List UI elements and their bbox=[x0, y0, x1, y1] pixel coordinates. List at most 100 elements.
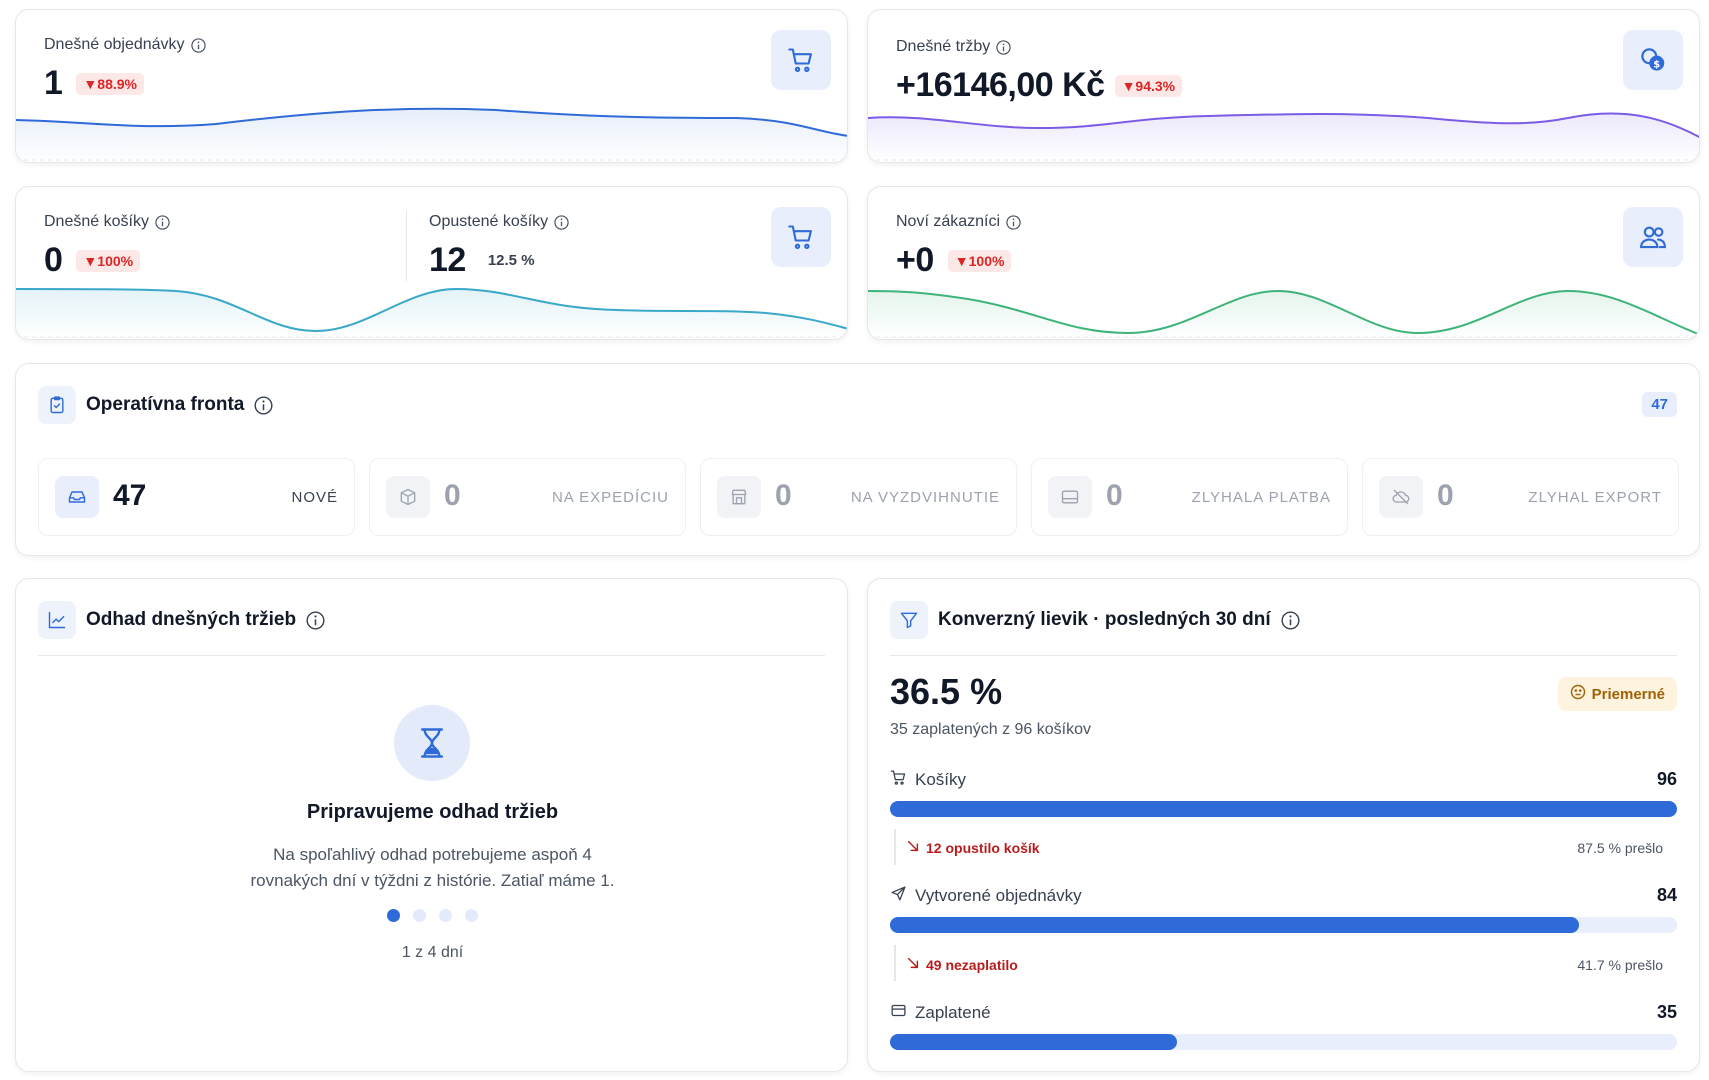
send-icon bbox=[890, 885, 907, 907]
rating-label: Priemerné bbox=[1591, 685, 1665, 703]
info-icon[interactable] bbox=[190, 37, 206, 53]
inbox-icon bbox=[55, 476, 99, 518]
orders-card[interactable]: Dnešné objednávky 1 ▼88.9% bbox=[15, 9, 848, 163]
revenue-change-badge: ▼94.3% bbox=[1114, 74, 1183, 97]
conversion-rate: 36.5 % bbox=[890, 671, 1003, 712]
queue-tile-value: 0 bbox=[1437, 479, 1454, 512]
progress-dot bbox=[465, 909, 478, 922]
revenue-sparkline bbox=[868, 112, 1699, 162]
funnel-bar-paid bbox=[890, 1034, 1677, 1050]
clipboard-check-icon bbox=[38, 386, 76, 424]
funnel-bar-carts bbox=[890, 801, 1677, 817]
queue-tile-label: ZLYHAL EXPORT bbox=[1528, 489, 1662, 506]
queue-tile-pickup[interactable]: 0 NA VYZDVIHNUTIE bbox=[700, 458, 1017, 536]
cart-icon bbox=[771, 30, 831, 90]
cart-icon bbox=[890, 769, 907, 791]
forecast-card: Odhad dnešných tržieb Pripravujeme odhad… bbox=[15, 578, 848, 1072]
funnel-bar-fill bbox=[890, 917, 1579, 933]
orders-sparkline bbox=[16, 107, 847, 162]
store-icon bbox=[717, 476, 761, 518]
funnel-card: Konverzný lievik · posledných 30 dní 36.… bbox=[867, 578, 1700, 1072]
queue-tile-new[interactable]: 47 NOVÉ bbox=[38, 458, 355, 536]
info-icon[interactable] bbox=[996, 39, 1011, 55]
trend-down-icon bbox=[906, 956, 920, 973]
carts-sparkline bbox=[16, 287, 847, 339]
revenue-card[interactable]: Dnešné tržby +16146,00 Kč ▼94.3% $ bbox=[867, 9, 1700, 163]
queue-tile-value: 47 bbox=[113, 479, 147, 512]
queue-tile-label: NA EXPEDÍCIU bbox=[551, 489, 669, 506]
filter-icon bbox=[890, 601, 928, 639]
customers-sparkline bbox=[868, 289, 1699, 339]
svg-text:$: $ bbox=[1653, 60, 1660, 71]
forecast-progress-text: 1 z 4 dní bbox=[401, 944, 464, 961]
package-icon bbox=[386, 476, 430, 518]
funnel-step-value: 96 bbox=[1656, 769, 1677, 789]
funnel-step-label: Košíky bbox=[915, 770, 967, 789]
forecast-text-line1: Na spoľahlivý odhad potrebujeme aspoň 4 bbox=[273, 845, 592, 864]
coins-dollar-icon: $ bbox=[1623, 30, 1683, 90]
cart-icon bbox=[771, 207, 831, 267]
orders-change-badge: ▼88.9% bbox=[76, 72, 144, 95]
rating-badge: Priemerné bbox=[1557, 677, 1677, 711]
customers-label: Noví zákazníci bbox=[896, 213, 1001, 230]
pass-rate-text: 41.7 % prešlo bbox=[1577, 957, 1663, 973]
abandoned-carts-value: 12 bbox=[429, 241, 466, 279]
queue-tile-label: NOVÉ bbox=[291, 489, 338, 506]
revenue-label: Dnešné tržby bbox=[896, 38, 991, 55]
progress-dot bbox=[439, 909, 452, 922]
queue-tile-export-failed[interactable]: 0 ZLYHAL EXPORT bbox=[1362, 458, 1679, 536]
card-icon bbox=[890, 1002, 907, 1024]
forecast-progress-dots bbox=[16, 909, 847, 922]
queue-tile-expedition[interactable]: 0 NA EXPEDÍCIU bbox=[369, 458, 686, 536]
divider bbox=[890, 655, 1677, 656]
info-icon[interactable] bbox=[1006, 214, 1021, 230]
conversion-subtitle: 35 zaplatených z 96 košíkov bbox=[890, 721, 1092, 738]
info-icon[interactable] bbox=[554, 214, 569, 230]
credit-card-icon bbox=[1048, 476, 1092, 518]
users-icon bbox=[1623, 207, 1683, 267]
revenue-value: +16146,00 Kč bbox=[896, 66, 1105, 104]
forecast-heading: Pripravujeme odhad tržieb bbox=[306, 801, 559, 823]
queue-total-badge: 47 bbox=[1642, 392, 1677, 417]
hourglass-icon bbox=[394, 705, 470, 781]
drop-text: 12 opustilo košík bbox=[926, 839, 1040, 856]
abandoned-carts-pct: 12.5 % bbox=[487, 252, 535, 269]
cloud-off-icon bbox=[1379, 476, 1423, 518]
funnel-step-value: 35 bbox=[1656, 1002, 1677, 1022]
drop-text: 49 nezaplatilo bbox=[926, 956, 1018, 973]
funnel-step-label: Zaplatené bbox=[915, 1003, 991, 1022]
operational-queue-card: Operatívna fronta 47 47 NOVÉ 0 NA EXPEDÍ… bbox=[15, 363, 1700, 556]
abandoned-carts-label: Opustené košíky bbox=[429, 213, 549, 230]
funnel-bar-fill bbox=[890, 801, 1677, 817]
trend-down-icon bbox=[906, 839, 920, 856]
orders-label: Dnešné objednávky bbox=[44, 36, 185, 53]
customers-card[interactable]: Noví zákazníci +0 ▼100% bbox=[867, 186, 1700, 340]
info-icon[interactable] bbox=[1281, 610, 1300, 630]
trending-up-icon bbox=[38, 601, 76, 639]
progress-dot bbox=[413, 909, 426, 922]
queue-tile-label: ZLYHALA PLATBA bbox=[1191, 489, 1331, 506]
drop-connector bbox=[894, 829, 896, 865]
queue-title: Operatívna fronta bbox=[86, 394, 245, 415]
funnel-step-label: Vytvorené objednávky bbox=[915, 886, 1082, 905]
info-icon[interactable] bbox=[306, 610, 325, 630]
carts-change-badge: ▼100% bbox=[76, 249, 141, 272]
info-icon[interactable] bbox=[155, 214, 170, 230]
funnel-step-value: 84 bbox=[1656, 885, 1677, 905]
carts-value: 0 bbox=[44, 241, 63, 279]
queue-tile-value: 0 bbox=[444, 479, 461, 512]
queue-tile-label: NA VYZDVIHNUTIE bbox=[850, 489, 1000, 506]
pass-rate-text: 87.5 % prešlo bbox=[1577, 840, 1663, 856]
forecast-text-line2: rovnakých dní v týždni z histórie. Zatia… bbox=[250, 871, 615, 890]
queue-tile-value: 0 bbox=[1106, 479, 1123, 512]
forecast-title: Odhad dnešných tržieb bbox=[86, 609, 297, 630]
customers-change-badge: ▼100% bbox=[947, 249, 1012, 272]
orders-value: 1 bbox=[44, 64, 63, 102]
funnel-title: Konverzný lievik · posledných 30 dní bbox=[938, 609, 1271, 630]
carts-card[interactable]: Dnešné košíky 0 ▼100% Opustené košíky 12… bbox=[15, 186, 848, 340]
info-icon[interactable] bbox=[254, 395, 273, 415]
queue-tile-payment-failed[interactable]: 0 ZLYHALA PLATBA bbox=[1031, 458, 1348, 536]
funnel-bar-orders bbox=[890, 917, 1677, 933]
divider bbox=[406, 211, 407, 281]
drop-connector bbox=[894, 945, 896, 981]
